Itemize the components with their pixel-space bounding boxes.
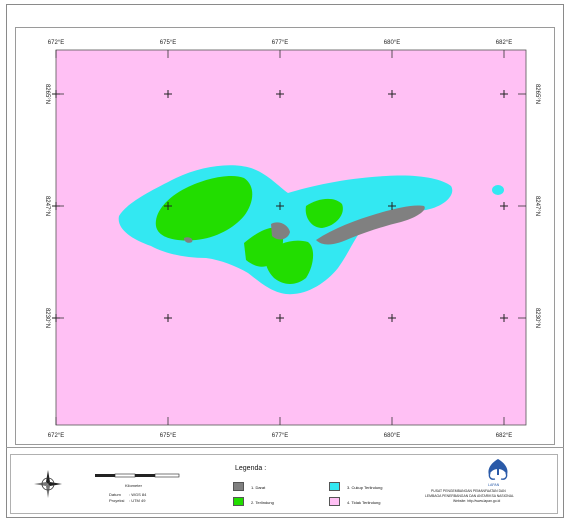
legend-swatch-terlindung: [233, 497, 244, 506]
north-arrow-icon: [34, 470, 62, 498]
map-layout-frame: 672°E 675°E 677°E 680°E 682°E 672°E 675°…: [6, 4, 564, 518]
zone-darat-islet: [184, 237, 193, 243]
legend-panel: Kilometer Datum : WGS 84 Proyeksi : UTM …: [6, 447, 564, 518]
zone-terlindung-west: [155, 176, 253, 241]
graticule-crosses: [52, 50, 526, 425]
legend-label-cukup-terlindung: 3. Cukup Terlindung: [347, 485, 383, 490]
datum-label: Datum: [109, 492, 121, 497]
right-tick-label: 8265°N: [534, 84, 540, 104]
map-canvas: 672°E 675°E 677°E 680°E 682°E 672°E 675°…: [44, 40, 540, 439]
institution-website: Website: http://www.lapan.go.id: [453, 499, 501, 503]
zone-darat-west: [271, 222, 290, 240]
bottom-tick-label: 677°E: [272, 433, 288, 439]
bottom-tick-label: 680°E: [384, 433, 400, 439]
lapan-logo-text: LAPAN: [488, 483, 500, 487]
datum-value: : WGS 84: [129, 492, 147, 497]
legend-box: Kilometer Datum : WGS 84 Proyeksi : UTM …: [10, 454, 558, 514]
institution-line-1: PUSAT PENGEMBANGAN PEMANFAATAN DAN: [431, 489, 506, 493]
top-tick-label: 675°E: [160, 40, 176, 46]
left-tick-label: 8265°N: [44, 84, 50, 104]
top-tick-label: 672°E: [48, 40, 64, 46]
projection-value: : UTM 49: [129, 498, 146, 503]
graticule-labels: 672°E 675°E 677°E 680°E 682°E 672°E 675°…: [44, 40, 540, 439]
right-tick-label: 8247°N: [534, 196, 540, 216]
zone-darat-main: [316, 205, 425, 245]
top-tick-label: 682°E: [496, 40, 512, 46]
map-panel: 672°E 675°E 677°E 680°E 682°E 672°E 675°…: [15, 27, 555, 445]
zone-terlindung-south: [265, 240, 314, 284]
legend-swatch-darat: [233, 482, 244, 491]
scale-unit-label: Kilometer: [125, 483, 142, 488]
institution-line-2: LEMBAGA PENERBANGAN DAN ANTARIKSA NASION…: [425, 494, 514, 498]
legend-swatch-tidak-terlindung: [329, 497, 340, 506]
left-tick-label: 8247°N: [44, 196, 50, 216]
lapan-logo-icon: [488, 459, 508, 480]
left-tick-label: 8230°N: [44, 308, 50, 328]
right-tick-label: 8230°N: [534, 308, 540, 328]
bottom-tick-label: 682°E: [496, 433, 512, 439]
scale-bar: [95, 473, 180, 478]
legend-label-darat: 1. Darat: [251, 485, 266, 490]
bottom-tick-label: 675°E: [160, 433, 176, 439]
zone-terlindung-east: [305, 198, 343, 228]
zone-cukup-terlindung-islet: [492, 185, 504, 195]
legend-label-terlindung: 2. Terlindung: [251, 500, 274, 505]
top-tick-label: 680°E: [384, 40, 400, 46]
legend-swatch-cukup-terlindung: [329, 482, 340, 491]
legend-label-tidak-terlindung: 4. Tidak Terlindung: [347, 500, 381, 505]
bottom-tick-label: 672°E: [48, 433, 64, 439]
legend-title: Legenda :: [235, 465, 267, 472]
top-tick-label: 677°E: [272, 40, 288, 46]
projection-label: Proyeksi: [109, 498, 125, 503]
